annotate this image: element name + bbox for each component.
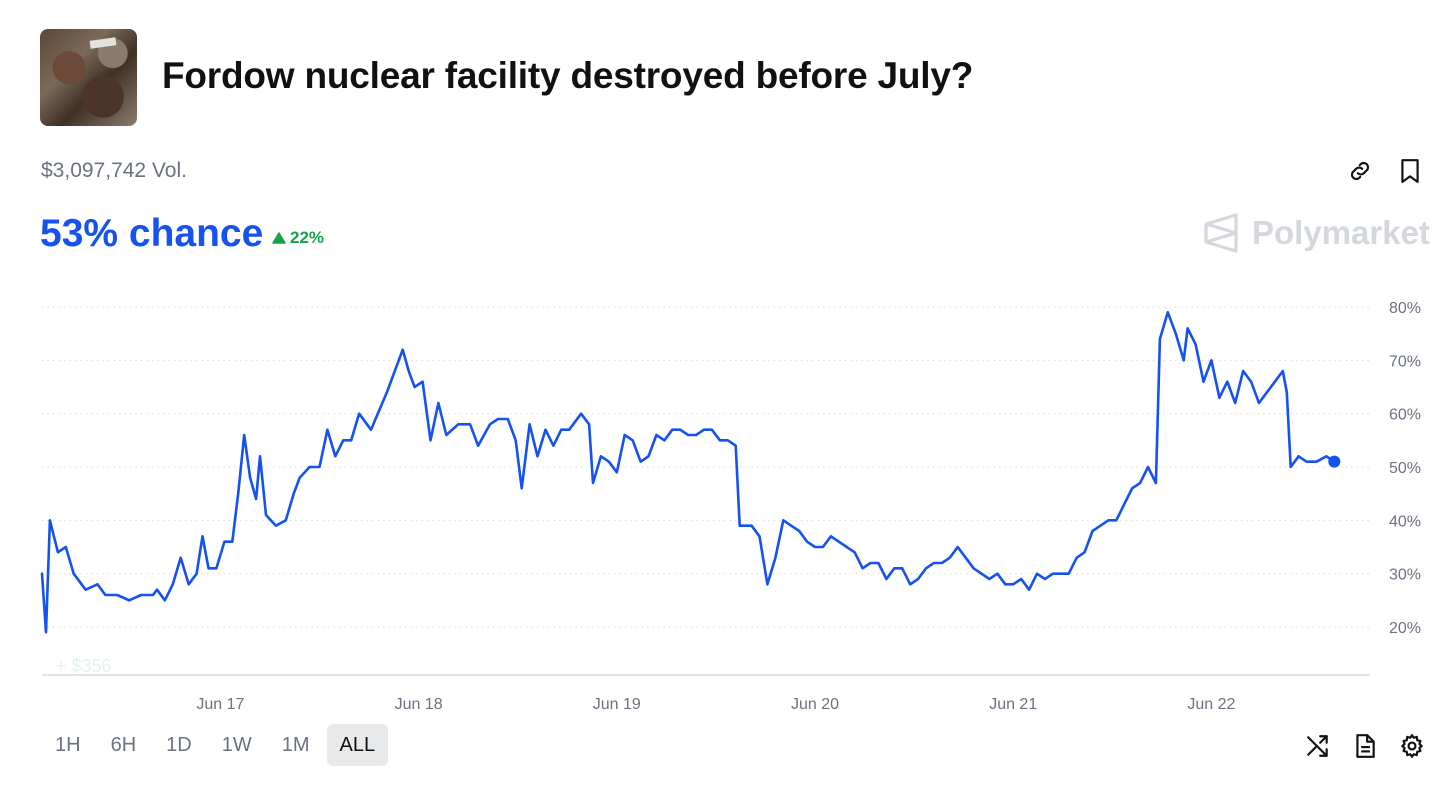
series-line bbox=[40, 311, 1336, 634]
chance-delta: 22% bbox=[272, 228, 324, 248]
tab-1w[interactable]: 1W bbox=[221, 734, 252, 756]
y-tick-label: 80% bbox=[1389, 300, 1421, 317]
link-icon[interactable] bbox=[1346, 156, 1374, 186]
triangle-up-icon bbox=[272, 232, 286, 244]
tab-6h[interactable]: 6H bbox=[110, 734, 137, 756]
x-tick-label: Jun 18 bbox=[395, 696, 443, 713]
x-tick-label: Jun 20 bbox=[791, 696, 839, 713]
volume-label: $3,097,742 Vol. bbox=[41, 159, 187, 182]
tab-1h[interactable]: 1H bbox=[55, 734, 81, 756]
tab-1d[interactable]: 1D bbox=[166, 734, 192, 756]
bookmark-icon[interactable] bbox=[1396, 156, 1424, 186]
y-tick-label: 20% bbox=[1389, 620, 1421, 637]
x-tick-label: Jun 21 bbox=[989, 696, 1037, 713]
document-icon[interactable] bbox=[1351, 731, 1379, 761]
shuffle-icon[interactable] bbox=[1304, 731, 1332, 761]
chance-value: 53% chance bbox=[40, 212, 264, 255]
y-tick-label: 60% bbox=[1389, 407, 1421, 424]
x-tick-label: Jun 19 bbox=[593, 696, 641, 713]
brand-watermark: Polymarket bbox=[1202, 212, 1430, 254]
time-range-tabs: 1H 6H 1D 1W 1M ALL bbox=[42, 724, 389, 766]
x-tick-label: Jun 17 bbox=[196, 696, 244, 713]
gear-icon[interactable] bbox=[1398, 731, 1426, 761]
market-thumbnail bbox=[40, 29, 137, 126]
chance-delta-value: 22% bbox=[290, 228, 325, 247]
y-tick-label: 70% bbox=[1389, 353, 1421, 370]
polymarket-logo bbox=[1204, 213, 1238, 253]
y-tick-label: 50% bbox=[1389, 460, 1421, 477]
tab-all[interactable]: ALL bbox=[326, 724, 389, 766]
top-actions bbox=[1346, 156, 1424, 186]
current-point bbox=[1328, 455, 1341, 468]
x-tick-label: Jun 22 bbox=[1187, 696, 1235, 713]
y-tick-label: 30% bbox=[1389, 567, 1421, 584]
chart-actions bbox=[1304, 731, 1426, 761]
price-chart: 20% 30% 40% 50% 60% 70% 80% + $356 Jun 17 Jun 18 J… bbox=[40, 300, 1421, 713]
page-title: Fordow nuclear facility destroyed before… bbox=[162, 55, 974, 96]
y-tick-label: 40% bbox=[1389, 513, 1421, 530]
tab-1m[interactable]: 1M bbox=[281, 734, 310, 756]
brand-name: Polymarket bbox=[1252, 214, 1430, 251]
volume-watermark: + $356 bbox=[56, 656, 112, 676]
